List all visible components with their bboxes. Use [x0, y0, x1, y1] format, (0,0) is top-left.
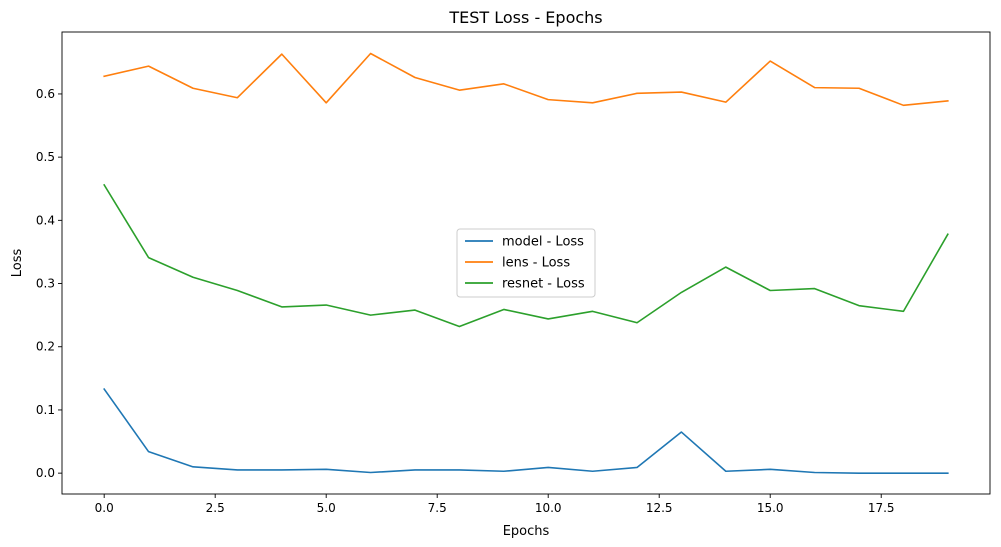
data-point	[325, 102, 327, 104]
x-tick-label: 2.5	[206, 501, 225, 515]
data-point	[281, 306, 283, 308]
data-point	[592, 310, 594, 312]
data-point	[414, 469, 416, 471]
data-point	[814, 288, 816, 290]
data-point	[947, 472, 949, 474]
legend-label: resnet - Loss	[502, 277, 585, 292]
data-point	[236, 97, 238, 99]
data-point	[636, 322, 638, 324]
x-tick-label: 7.5	[428, 501, 447, 515]
data-point	[192, 276, 194, 278]
data-point	[903, 104, 905, 106]
data-point	[681, 431, 683, 433]
y-tick-label: 0.3	[36, 277, 55, 291]
data-point	[148, 257, 150, 259]
data-point	[903, 472, 905, 474]
data-point	[148, 65, 150, 67]
data-point	[769, 468, 771, 470]
data-point	[370, 314, 372, 316]
data-point	[547, 99, 549, 101]
series-layer	[103, 52, 949, 474]
data-point	[503, 470, 505, 472]
data-point	[459, 469, 461, 471]
data-point	[814, 472, 816, 474]
x-axis: 0.0 2.5 5.0 7.5 10.0 12.5 15.0 17.5	[95, 494, 895, 515]
plot-frame	[61, 31, 991, 495]
data-point	[947, 233, 949, 235]
series-line-2	[103, 183, 949, 328]
series-line-1	[103, 52, 949, 107]
data-point	[103, 184, 105, 186]
data-point	[725, 266, 727, 268]
series-line-0	[103, 387, 949, 474]
data-point	[281, 469, 283, 471]
legend-label: model - Loss	[502, 235, 584, 250]
data-point	[281, 53, 283, 55]
x-tick-label: 17.5	[868, 501, 895, 515]
data-point	[236, 290, 238, 292]
data-point	[370, 53, 372, 55]
data-point	[592, 470, 594, 472]
y-axis: 0.0 0.1 0.2 0.3 0.4 0.5 0.6	[36, 87, 62, 480]
x-tick-label: 15.0	[757, 501, 784, 515]
data-point	[148, 451, 150, 453]
data-point	[681, 91, 683, 93]
y-tick-label: 0.5	[36, 150, 55, 164]
y-tick-label: 0.0	[36, 466, 55, 480]
legend: model - Loss lens - Loss resnet - Loss	[456, 228, 596, 298]
data-point	[370, 472, 372, 474]
data-point	[103, 388, 105, 390]
data-point	[814, 87, 816, 89]
data-point	[547, 318, 549, 320]
x-axis-label: Epochs	[503, 524, 550, 539]
data-point	[725, 101, 727, 103]
y-tick-label: 0.2	[36, 340, 55, 354]
data-point	[459, 89, 461, 91]
data-point	[192, 466, 194, 468]
x-tick-label: 12.5	[646, 501, 673, 515]
data-point	[414, 309, 416, 311]
data-point	[903, 310, 905, 312]
y-axis-label: Loss	[10, 249, 25, 278]
data-point	[858, 472, 860, 474]
data-point	[325, 304, 327, 306]
y-tick-label: 0.6	[36, 87, 55, 101]
data-point	[103, 75, 105, 77]
data-point	[236, 469, 238, 471]
data-point	[592, 102, 594, 104]
data-point	[769, 290, 771, 292]
data-point	[192, 87, 194, 89]
data-point	[325, 468, 327, 470]
x-tick-label: 5.0	[317, 501, 336, 515]
legend-box	[456, 228, 596, 298]
data-point	[503, 309, 505, 311]
y-tick-label: 0.1	[36, 403, 55, 417]
y-tick-label: 0.4	[36, 213, 55, 227]
data-point	[459, 326, 461, 328]
data-point	[681, 291, 683, 293]
data-point	[858, 87, 860, 89]
data-point	[414, 77, 416, 79]
data-point	[503, 83, 505, 85]
legend-label: lens - Loss	[502, 256, 570, 271]
data-point	[858, 305, 860, 307]
data-point	[547, 467, 549, 469]
data-point	[636, 92, 638, 94]
x-tick-label: 0.0	[95, 501, 114, 515]
data-point	[769, 60, 771, 62]
data-point	[636, 467, 638, 469]
chart-title: TEST Loss - Epochs	[448, 8, 602, 27]
data-point	[947, 100, 949, 102]
x-tick-label: 10.0	[535, 501, 562, 515]
data-point	[725, 470, 727, 472]
